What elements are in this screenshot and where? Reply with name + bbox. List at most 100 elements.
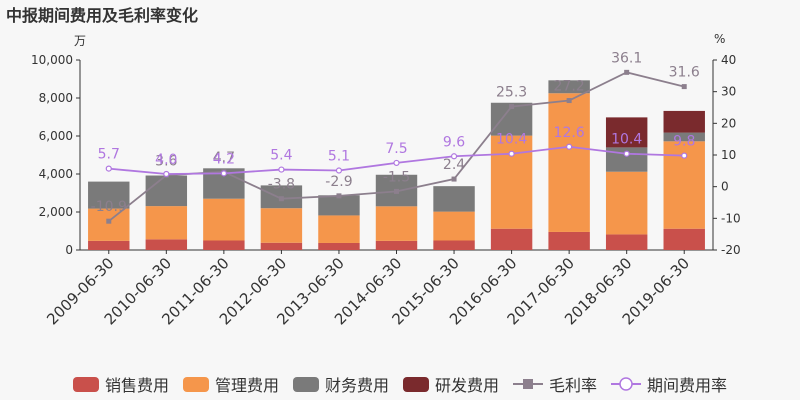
right-tick-label: -10: [721, 211, 741, 225]
period-expense-point: [450, 153, 458, 160]
period-expense-point: [566, 143, 573, 150]
bar-sales: [375, 240, 418, 250]
period-expense-point: [105, 165, 112, 172]
legend-swatch-finance: [292, 376, 319, 392]
gross-margin-label: 36.1: [611, 50, 642, 66]
legend-label-finance: 财务费用: [324, 376, 389, 395]
bar-admin: [490, 135, 533, 229]
period-expense-label: 10.4: [611, 132, 642, 148]
legend-label-period: 期间费用率: [647, 376, 728, 395]
gross-margin-label: 2.4: [443, 157, 465, 173]
left-tick-label: 6,000: [39, 129, 73, 143]
gross-margin-label: -2.9: [325, 174, 352, 190]
gross-margin-label: -10.9: [91, 199, 127, 215]
legend-label-gross: 毛利率: [549, 376, 598, 395]
gross-margin-label: 27.2: [554, 79, 585, 95]
gross-margin-label: 3.6: [155, 153, 177, 169]
legend-item-finance[interactable]: 财务费用: [292, 372, 389, 396]
period-expense-label: 4.2: [213, 151, 235, 167]
period-expense-label: 9.6: [443, 134, 465, 150]
legend-item-rd[interactable]: 研发费用: [403, 372, 499, 396]
bar-sales: [663, 228, 705, 250]
gross-margin-label: 4.7: [213, 150, 235, 166]
bar-sales: [145, 239, 188, 250]
bar-sales: [490, 228, 533, 250]
bar-admin: [203, 198, 245, 241]
legend-item-gross[interactable]: 毛利率: [513, 372, 597, 396]
legend-item-period[interactable]: 期间费用率: [611, 372, 727, 396]
bar-finance: [433, 186, 475, 212]
bar-rd: [663, 110, 705, 133]
gross-margin-label: -3.8: [268, 177, 295, 193]
left-tick-label: 4,000: [39, 167, 73, 181]
gross-margin-point: [624, 69, 630, 75]
period-expense-label: 5.7: [98, 147, 120, 163]
period-expense-point: [681, 152, 688, 159]
left-tick-label: 2,000: [39, 205, 73, 219]
bar-sales: [605, 234, 648, 250]
bar-admin: [548, 93, 590, 232]
bar-admin: [145, 206, 188, 240]
right-tick-label: -20: [721, 243, 741, 257]
left-tick-label: 0: [65, 243, 73, 257]
period-expense-point: [220, 170, 227, 177]
bar-finance: [663, 132, 705, 142]
bar-rd: [605, 117, 648, 148]
legend-swatch-admin: [182, 376, 209, 392]
left-axis-unit: 万: [74, 34, 87, 48]
bar-admin: [88, 208, 130, 241]
legend: 销售费用 管理费用 财务费用 研发费用 毛利率 期间费用率: [0, 372, 800, 396]
legend-item-sales[interactable]: 销售费用: [72, 372, 169, 396]
right-tick-label: 20: [721, 116, 736, 130]
period-expense-label: 7.5: [385, 141, 407, 157]
right-tick-label: 30: [721, 85, 736, 99]
bar-admin: [375, 206, 418, 241]
period-expense-label: 9.8: [673, 134, 695, 150]
gross-margin-point: [509, 104, 515, 110]
period-expense-point: [393, 159, 400, 167]
bar-sales: [260, 242, 303, 250]
gross-margin-point: [451, 176, 457, 182]
period-expense-point: [508, 150, 515, 157]
right-axis-unit: %: [714, 32, 726, 46]
gross-margin-point: [106, 218, 112, 224]
bar-admin: [433, 211, 475, 241]
gross-margin-point: [278, 196, 284, 202]
gross-margin-point: [394, 188, 399, 194]
bar-admin: [605, 171, 648, 235]
left-tick-label: 8,000: [39, 91, 73, 105]
period-expense-point: [623, 150, 630, 157]
legend-swatch-sales: [72, 376, 99, 392]
gross-margin-label: 25.3: [496, 85, 527, 101]
gross-margin-label: 31.6: [669, 65, 700, 81]
period-expense-label: 12.6: [554, 125, 585, 141]
right-tick-label: 10: [721, 148, 736, 162]
gross-margin-point: [336, 193, 342, 199]
period-expense-point: [278, 166, 285, 173]
bar-sales: [548, 231, 590, 250]
gross-margin-point: [681, 84, 687, 90]
bar-finance: [145, 175, 188, 207]
legend-item-admin[interactable]: 管理费用: [182, 372, 279, 396]
legend-swatch-period: [611, 377, 642, 391]
chart-area: 0 2,000 4,000 6,000 8,000 10,000 -20 -10 0 10 20 30…: [31, 50, 741, 328]
right-tick-label: 40: [721, 53, 736, 67]
period-expense-label: 10.4: [496, 132, 527, 148]
period-expense-label: 4.0: [155, 152, 177, 168]
period-expense-point: [335, 167, 343, 174]
right-tick-label: 0: [721, 180, 729, 194]
bar-finance: [318, 195, 360, 216]
period-expense-label: 5.4: [270, 148, 292, 164]
bar-finance: [88, 181, 130, 209]
legend-label-rd: 研发费用: [435, 376, 500, 395]
period-expense-point: [163, 170, 170, 178]
bar-admin: [318, 215, 360, 243]
legend-label-sales: 销售费用: [104, 376, 169, 395]
bar-admin: [260, 208, 303, 243]
gross-margin-point: [566, 98, 572, 104]
left-tick-label: 10,000: [31, 53, 73, 67]
bar-sales: [203, 240, 245, 250]
legend-swatch-gross: [513, 379, 544, 389]
period-expense-label: 5.1: [328, 149, 350, 165]
bar-sales: [433, 240, 475, 250]
